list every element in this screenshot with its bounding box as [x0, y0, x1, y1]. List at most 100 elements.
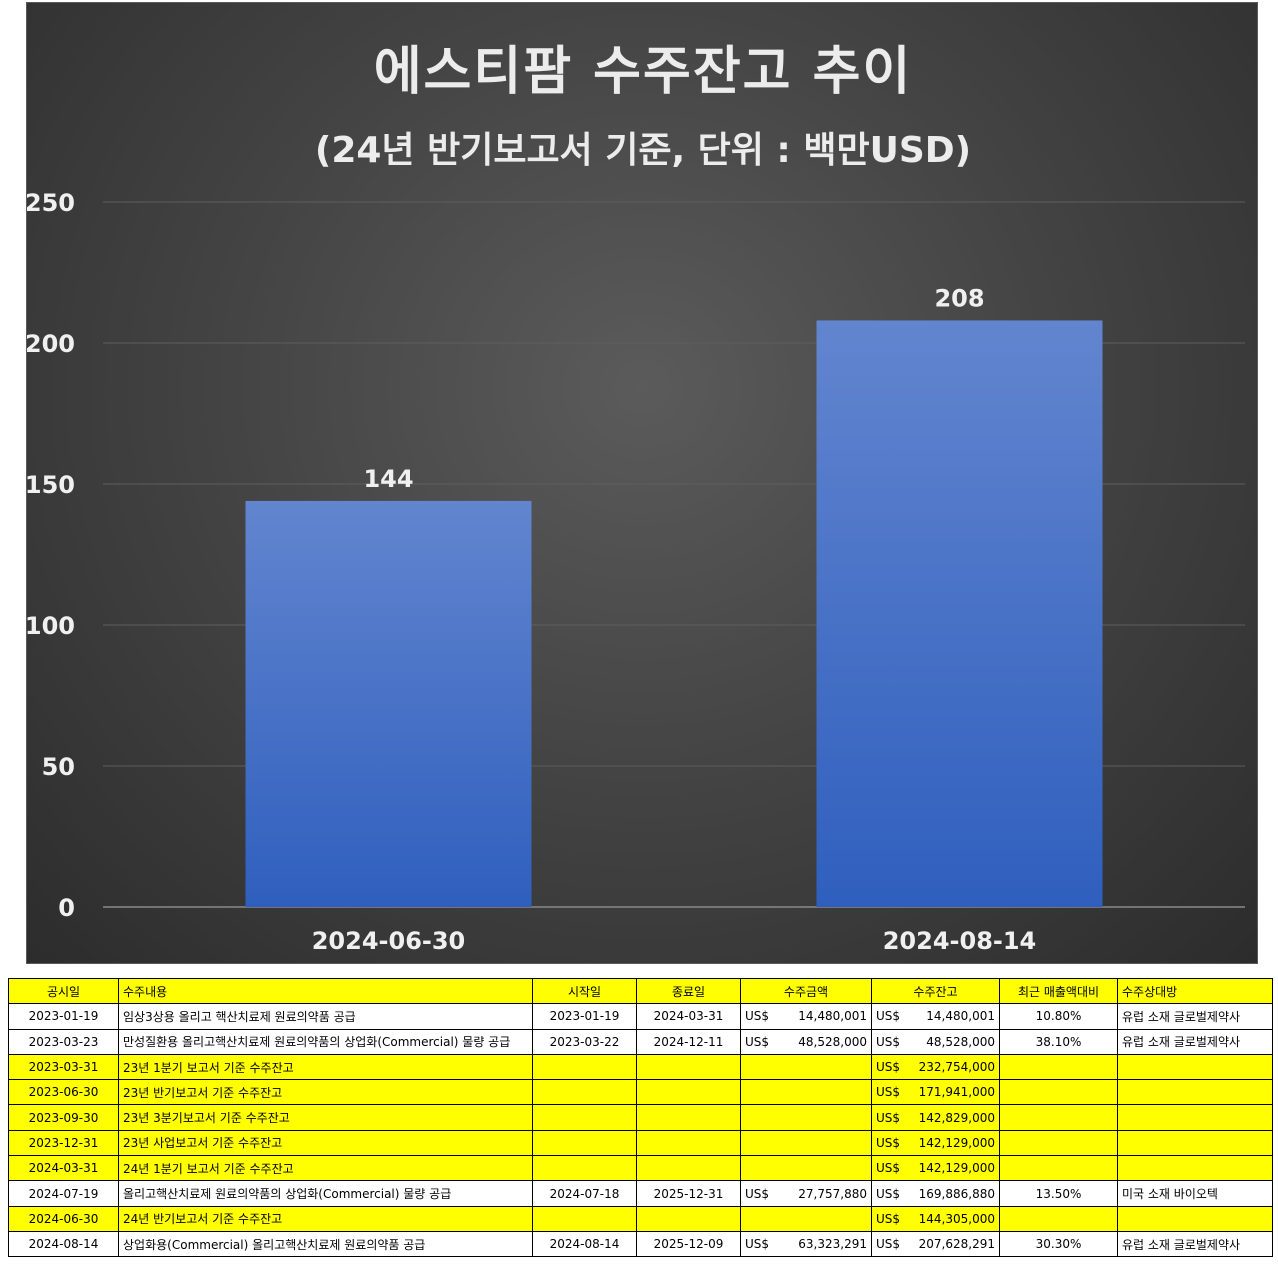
cell-date: 2023-01-19 — [8, 1003, 119, 1030]
table-row: 2023-09-30 23년 3분기보고서 기준 수주잔고 US$ 142,829,0… — [8, 1104, 1273, 1131]
cell-backlog: US$ 142,129,000 — [871, 1155, 1000, 1182]
cell-amount-value: 48,528,000 — [798, 1034, 867, 1049]
cell-start: 2024-08-14 — [532, 1230, 637, 1258]
cell-date: 2024-07-19 — [8, 1180, 119, 1207]
bar-chart: 0 50 100 150 200 250 144 2024-06-30 208 2024-08-1… — [27, 189, 1245, 955]
table-row: 2023-01-19 임상3상용 올리고 핵산치료제 원료의약품 공급 2023-0… — [8, 1003, 1273, 1030]
chart-subtitle: (24년 반기보고서 기준, 단위 : 백만USD) — [314, 130, 972, 171]
cell-content: 23년 사업보고서 기준 수주잔고 — [118, 1129, 533, 1157]
bar-value-label: 208 — [934, 284, 984, 312]
cell-amount: US$ 27,757,880 — [740, 1180, 872, 1207]
cell-ratio — [999, 1104, 1118, 1131]
bar-value-label: 144 — [363, 465, 413, 493]
cell-content: 올리고핵산치료제 원료의약품의 상업화(Commercial) 물량 공급 — [118, 1180, 533, 1207]
cell-backlog-currency: US$ — [876, 1085, 901, 1100]
cell-backlog: US$ 232,754,000 — [871, 1053, 1000, 1081]
cell-backlog: US$ 14,480,001 — [871, 1003, 1000, 1030]
cell-backlog: US$ 142,829,000 — [871, 1104, 1000, 1131]
chart-panel: 0 50 100 150 200 250 144 2024-06-30 208 2024-08-1… — [26, 2, 1258, 964]
cell-party — [1117, 1079, 1273, 1106]
cell-backlog: US$ 142,129,000 — [871, 1129, 1000, 1157]
cell-party: 유럽 소재 글로벌제약사 — [1117, 1028, 1273, 1055]
cell-content: 24년 1분기 보고서 기준 수주잔고 — [118, 1155, 533, 1182]
cell-backlog-value: 142,829,000 — [918, 1110, 995, 1125]
cell-party: 유럽 소재 글로벌제약사 — [1117, 1003, 1273, 1030]
cell-party — [1117, 1053, 1273, 1081]
cell-backlog-currency: US$ — [876, 1135, 901, 1150]
cell-date: 2024-03-31 — [8, 1155, 119, 1182]
cell-date: 2024-08-14 — [8, 1230, 119, 1258]
cell-start — [532, 1205, 637, 1232]
cell-backlog: US$ 144,305,000 — [871, 1205, 1000, 1232]
x-category-label: 2024-06-30 — [312, 927, 466, 955]
cell-backlog-value: 142,129,000 — [918, 1135, 995, 1150]
cell-backlog: US$ 169,886,880 — [871, 1180, 1000, 1207]
cell-backlog: US$ 171,941,000 — [871, 1079, 1000, 1106]
table-row: 2024-06-30 24년 반기보고서 기준 수주잔고 US$ 144,305,00… — [8, 1205, 1273, 1232]
y-tick-label: 150 — [27, 471, 75, 499]
cell-amount — [740, 1053, 872, 1081]
table-header-row: 공시일 수주내용 시작일 종료일 수주금액 수주잔고 최근 매출액대비 수주상대… — [8, 977, 1273, 1005]
cell-amount-currency: US$ — [745, 1009, 770, 1024]
table-row: 2024-07-19 올리고핵산치료제 원료의약품의 상업화(Commercial… — [8, 1180, 1273, 1207]
cell-backlog-value: 144,305,000 — [918, 1211, 995, 1226]
cell-party — [1117, 1205, 1273, 1232]
cell-end — [636, 1129, 741, 1157]
cell-ratio — [999, 1129, 1118, 1157]
header-backlog: 수주잔고 — [871, 977, 1000, 1005]
cell-party: 유럽 소재 글로벌제약사 — [1117, 1230, 1273, 1258]
cell-start — [532, 1104, 637, 1131]
cell-date: 2023-06-30 — [8, 1079, 119, 1106]
cell-backlog: US$ 207,628,291 — [871, 1230, 1000, 1258]
cell-amount-value: 14,480,001 — [798, 1009, 867, 1024]
cell-party: 미국 소재 바이오텍 — [1117, 1180, 1273, 1207]
y-tick-label: 50 — [42, 753, 75, 781]
cell-start: 2024-07-18 — [532, 1180, 637, 1207]
cell-party — [1117, 1104, 1273, 1131]
labels: 0 50 100 150 200 250 144 2024-06-30 208 2024-08-1… — [27, 189, 1036, 955]
cell-backlog-value: 48,528,000 — [926, 1034, 995, 1049]
cell-amount-value: 63,323,291 — [798, 1237, 867, 1252]
cell-content: 임상3상용 올리고 핵산치료제 원료의약품 공급 — [118, 1003, 533, 1030]
cell-amount — [740, 1205, 872, 1232]
header-party: 수주상대방 — [1117, 977, 1273, 1005]
cell-backlog-currency: US$ — [876, 1060, 901, 1075]
cell-backlog-currency: US$ — [876, 1161, 901, 1176]
cell-content: 24년 반기보고서 기준 수주잔고 — [118, 1205, 533, 1232]
x-category-label: 2024-08-14 — [883, 927, 1037, 955]
cell-end: 2025-12-09 — [636, 1230, 741, 1258]
cell-backlog-currency: US$ — [876, 1186, 901, 1201]
order-backlog-table: 공시일 수주내용 시작일 종료일 수주금액 수주잔고 최근 매출액대비 수주상대… — [8, 977, 1273, 1258]
cell-amount-currency: US$ — [745, 1034, 770, 1049]
cell-backlog-currency: US$ — [876, 1237, 901, 1252]
cell-party — [1117, 1155, 1273, 1182]
cell-amount — [740, 1129, 872, 1157]
table-body: 2023-01-19 임상3상용 올리고 핵산치료제 원료의약품 공급 2023-0… — [8, 1003, 1273, 1258]
cell-backlog-value: 169,886,880 — [918, 1186, 995, 1201]
header-amount: 수주금액 — [740, 977, 872, 1005]
cell-ratio — [999, 1053, 1118, 1081]
table-row: 2023-03-23 만성질환용 올리고핵산치료제 원료의약품의 상업화(Comm… — [8, 1028, 1273, 1055]
header-content: 수주내용 — [118, 977, 533, 1005]
cell-backlog-value: 142,129,000 — [918, 1161, 995, 1176]
cell-end — [636, 1205, 741, 1232]
cell-backlog-currency: US$ — [876, 1009, 901, 1024]
table-row: 2024-08-14 상업화용(Commercial) 올리고핵산치료제 원료의약… — [8, 1230, 1273, 1258]
cell-content: 23년 반기보고서 기준 수주잔고 — [118, 1079, 533, 1106]
cell-end: 2024-12-11 — [636, 1028, 741, 1055]
cell-backlog-value: 232,754,000 — [918, 1060, 995, 1075]
bar-2024-06-30 — [245, 500, 532, 907]
cell-backlog-currency: US$ — [876, 1110, 901, 1125]
cell-backlog-value: 171,941,000 — [918, 1085, 995, 1100]
table-row: 2023-03-31 23년 1분기 보고서 기준 수주잔고 US$ 232,754,… — [8, 1053, 1273, 1081]
cell-date: 2024-06-30 — [8, 1205, 119, 1232]
cell-start — [532, 1155, 637, 1182]
cell-end — [636, 1155, 741, 1182]
bars — [245, 320, 1103, 907]
cell-end: 2025-12-31 — [636, 1180, 741, 1207]
cell-ratio: 38.10% — [999, 1028, 1118, 1055]
header-ratio: 최근 매출액대비 — [999, 977, 1118, 1005]
table-row: 2024-03-31 24년 1분기 보고서 기준 수주잔고 US$ 142,129,… — [8, 1155, 1273, 1182]
cell-date: 2023-09-30 — [8, 1104, 119, 1131]
cell-end — [636, 1053, 741, 1081]
